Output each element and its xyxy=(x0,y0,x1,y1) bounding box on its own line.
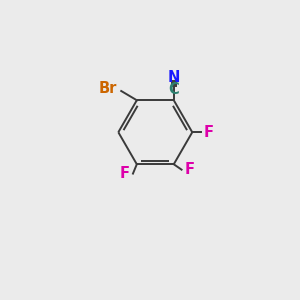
Text: F: F xyxy=(120,166,130,181)
Text: F: F xyxy=(204,125,214,140)
Text: C: C xyxy=(168,82,179,97)
Text: F: F xyxy=(184,162,195,177)
Text: Br: Br xyxy=(99,81,117,96)
Text: N: N xyxy=(168,70,180,85)
